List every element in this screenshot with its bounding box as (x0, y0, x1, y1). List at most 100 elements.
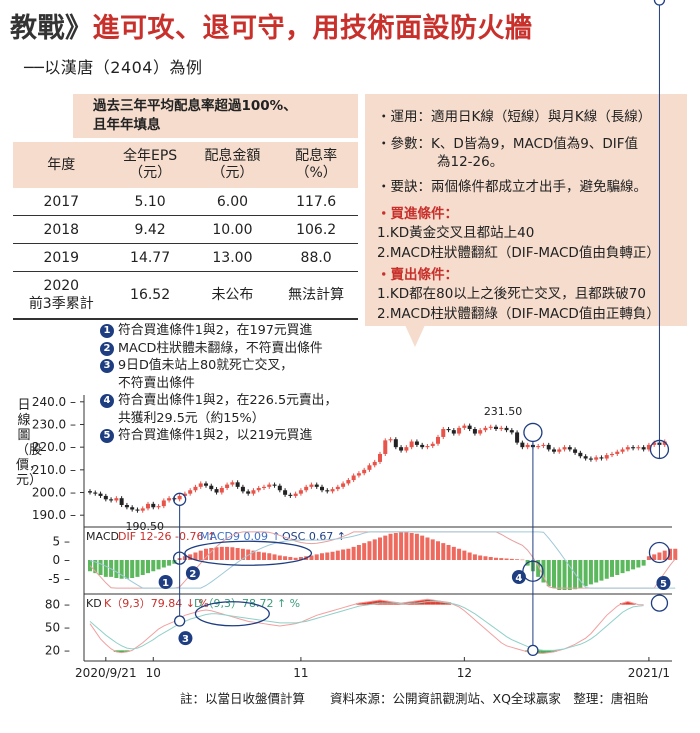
annotation-circle (648, 541, 671, 564)
table-header-3: 配息率 （%） (274, 142, 358, 188)
kd-overbought-fill (619, 603, 626, 605)
x-tick-label: 11 (293, 666, 308, 680)
macd-bar (594, 560, 599, 583)
macd-legend-osc: OSC 0.67 ↑ (282, 530, 346, 543)
candle-body (130, 507, 135, 510)
candle-body (283, 490, 288, 495)
annotation-number: 1 (162, 578, 169, 589)
note-number-badge: 2 (100, 341, 114, 356)
macd-bar (478, 555, 483, 560)
callout-tip: ・要訣：兩個條件都成立才出手，避免騙線。 (377, 179, 647, 195)
table-row: 2020 前3季累計 16.52 未公布 無法計算 (13, 271, 358, 320)
candle-body (251, 490, 256, 494)
kd-oversold-fill (540, 650, 547, 654)
candle-body (103, 495, 108, 500)
candle-body (298, 490, 303, 494)
macd-bar (451, 546, 456, 560)
macd-bar (161, 560, 166, 568)
macd-bar (615, 560, 620, 575)
macd-bar (193, 552, 198, 560)
page-title: 教戰》進可攻、退可守，用技術面設防火牆 (10, 13, 533, 44)
macd-bar (599, 560, 604, 581)
candle-body (494, 426, 498, 430)
x-tick-label: 2020/9/21 (75, 666, 137, 680)
callout-params: ・參數：K、D皆為9，MACD值為9、DIF值 (377, 136, 639, 152)
kd-tick-label: 20 – (45, 643, 70, 657)
macd-bar (610, 560, 614, 577)
macd-bar (494, 557, 498, 560)
candle-body (230, 482, 235, 485)
candle-body (509, 430, 514, 433)
candle-body (335, 486, 340, 490)
macd-bar (536, 560, 541, 577)
callout-params-cont: 為12-26。 (437, 154, 504, 170)
candle-body (341, 483, 346, 487)
macd-bar (509, 558, 514, 560)
candle-body (330, 489, 335, 492)
annotation-ellipse (184, 540, 313, 566)
annotation-number: 4 (515, 573, 522, 584)
candle-body (378, 453, 382, 462)
candle-body (135, 509, 140, 511)
kd-overbought-fill (435, 600, 441, 605)
macd-bar (98, 560, 103, 575)
macd-bar (167, 560, 172, 566)
macd-bar (288, 557, 293, 560)
kd-overbought-fill (625, 601, 631, 605)
macd-bar (267, 553, 272, 560)
callout-usage: ・運用：適用日K線（短線）與月K線（長線） (377, 109, 652, 125)
macd-bar (335, 550, 340, 560)
candle-body (652, 442, 657, 445)
macd-bar (425, 537, 430, 560)
candle-body (209, 485, 214, 490)
kd-overbought-fill (372, 600, 378, 605)
kd-tick-label: 80 – (45, 598, 70, 612)
candle-body (420, 444, 425, 448)
macd-bar (341, 549, 346, 560)
candle-body (662, 441, 667, 445)
kd-legend-d: D（9,3）78.72 ↑ % (194, 597, 300, 610)
dividend-table: 年度 全年EPS （元） 配息金額 （元） 配息率 （%） 2017 5.10 6.00 117.… (13, 142, 358, 320)
macd-bar (430, 539, 435, 560)
macd-bar (309, 555, 314, 560)
candle-body (393, 439, 398, 448)
annotation-circle (527, 644, 539, 657)
annotation-number-badge (158, 575, 173, 589)
macd-title: MACD (86, 530, 119, 543)
macd-bar (372, 539, 377, 560)
chart-note: 3 9日D值未站上80就死亡交叉， 不符賣出條件 (100, 357, 337, 392)
macd-bar (240, 548, 245, 560)
candle-body (182, 493, 187, 496)
annotation-circle (173, 615, 186, 627)
candle-body (225, 484, 230, 488)
low-price-label: 190.50 (125, 520, 164, 533)
candle-body (140, 508, 145, 511)
macd-bar (631, 560, 636, 570)
candle-body (362, 469, 367, 474)
candle-body (631, 447, 636, 449)
macd-bar (552, 560, 556, 589)
macd-bar (230, 547, 235, 560)
note-number-badge: 5 (100, 429, 114, 443)
table-note: 過去三年平均配息率超過100%、 且年年填息 (73, 94, 358, 138)
annotation-ellipse (194, 601, 270, 627)
macd-bar (188, 554, 193, 560)
macd-bar (93, 560, 98, 574)
note-number-badge: 4 (100, 394, 114, 408)
candle-body (314, 484, 319, 487)
footer-source: 註：以當日收盤價計算 資料來源：公開資訊觀測站、XQ全球贏家 整理：唐祖貽 (180, 691, 649, 706)
macd-bar (414, 533, 419, 560)
macd-bar (314, 554, 319, 560)
annotation-number-badge (178, 631, 193, 646)
candle-body (478, 430, 483, 434)
candle-body (615, 451, 620, 454)
price-tick-label: 230.0 – (32, 417, 76, 431)
macd-bar (662, 550, 667, 560)
kd-overbought-fill (361, 602, 367, 605)
candle-body (320, 486, 324, 491)
kd-legend-k: K（9,3）79.84 ↓ % (104, 597, 209, 610)
macd-bar (198, 550, 203, 560)
macd-bar (103, 560, 108, 577)
candle-body (567, 447, 572, 450)
macd-bar (420, 535, 425, 560)
